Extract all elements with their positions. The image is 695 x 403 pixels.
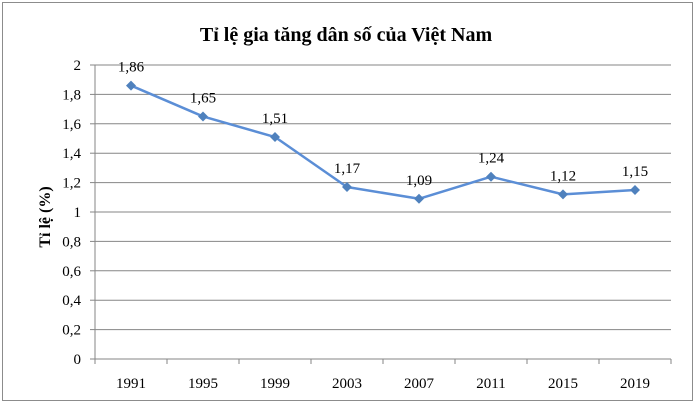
x-tick-label: 2011 xyxy=(476,376,505,392)
y-tick-label: 0,2 xyxy=(62,323,81,339)
x-tick-label: 2019 xyxy=(620,376,650,392)
x-tick-label: 1999 xyxy=(260,376,290,392)
data-point-marker xyxy=(486,171,496,182)
x-tick-label: 2003 xyxy=(332,376,362,392)
y-tick-label: 1,4 xyxy=(62,146,81,162)
data-point-marker xyxy=(558,189,568,200)
line-chart: Tỉ lệ gia tăng dân số của Việt Nam Tỉ lệ… xyxy=(37,24,672,392)
data-point-marker xyxy=(342,182,352,193)
y-tick-label: 1,6 xyxy=(62,117,81,133)
data-point-marker xyxy=(414,193,424,204)
series-markers xyxy=(126,80,640,204)
y-tick-label: 0,4 xyxy=(62,293,81,309)
x-tick-label: 1995 xyxy=(188,376,218,392)
y-tick-label: 1,8 xyxy=(62,87,81,103)
y-tick-label: 1,2 xyxy=(62,176,81,192)
data-label: 1,24 xyxy=(478,151,505,167)
y-tick-label: 0,6 xyxy=(62,264,81,280)
x-tick-label: 1991 xyxy=(116,376,146,392)
data-label: 1,12 xyxy=(550,168,576,184)
axes xyxy=(90,64,672,364)
y-tick-labels: 0 0,2 0,4 0,6 0,8 1 1,2 1,4 1,6 1,8 2 xyxy=(62,58,81,368)
data-labels: 1,86 1,65 1,51 1,17 1,09 1,24 1,12 1,15 xyxy=(118,60,648,189)
data-label: 1,51 xyxy=(262,111,288,127)
data-point-marker xyxy=(270,132,280,143)
data-point-marker xyxy=(198,111,208,122)
data-label: 1,09 xyxy=(406,173,432,189)
y-tick-label: 0,8 xyxy=(62,234,81,250)
x-tick-label: 2007 xyxy=(404,376,435,392)
data-label: 1,17 xyxy=(334,161,361,177)
data-point-marker xyxy=(630,184,640,195)
y-tick-label: 1 xyxy=(74,205,82,221)
series-line xyxy=(130,84,636,201)
chart-title: Tỉ lệ gia tăng dân số của Việt Nam xyxy=(200,24,493,46)
y-tick-label: 0 xyxy=(74,352,82,368)
data-point-marker xyxy=(126,80,136,91)
x-tick-label: 2015 xyxy=(548,376,578,392)
y-axis-label: Tỉ lệ (%) xyxy=(37,186,54,247)
gridlines xyxy=(95,64,671,331)
data-label: 1,86 xyxy=(118,60,145,76)
series-polyline xyxy=(130,84,636,201)
data-label: 1,15 xyxy=(622,164,648,180)
data-label: 1,65 xyxy=(190,90,216,106)
x-tick-labels: 1991 1995 1999 2003 2007 2011 2015 2019 xyxy=(116,376,650,392)
y-tick-label: 2 xyxy=(74,58,82,74)
